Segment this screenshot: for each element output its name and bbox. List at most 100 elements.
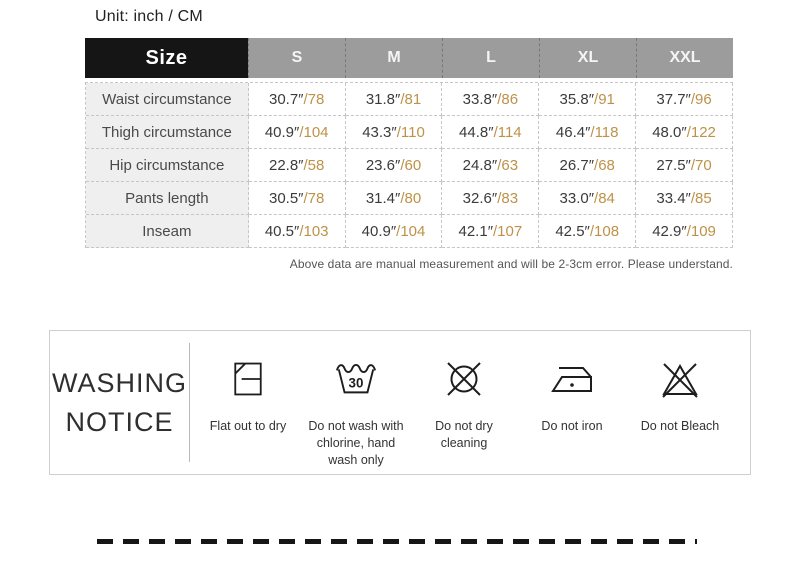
washing-item: Do not Bleach — [626, 357, 734, 474]
cm-value: /110 — [396, 123, 425, 141]
inch-value: 33.8″ — [462, 90, 498, 108]
measurement-cell: 42.1″/107 — [442, 215, 540, 248]
measurement-cell: 40.9″/104 — [345, 215, 443, 248]
inch-value: 35.8″ — [559, 90, 595, 108]
inch-value: 32.6″ — [462, 189, 498, 207]
inch-value: 22.8″ — [268, 156, 304, 174]
inch-value: 42.1″ — [458, 222, 494, 240]
inch-value: 31.8″ — [365, 90, 401, 108]
inch-value: 33.0″ — [559, 189, 595, 207]
cm-value: /86 — [497, 90, 519, 108]
size-header-cell: XL — [539, 38, 636, 78]
measurement-cell: 33.8″/86 — [442, 83, 540, 116]
measurement-cell: 23.6″/60 — [345, 149, 443, 182]
washing-notice-title-line1: WASHING — [52, 368, 187, 399]
measurement-cell: 22.8″/58 — [248, 149, 346, 182]
measurement-cell: 26.7″/68 — [539, 149, 637, 182]
washing-notice-title: WASHING NOTICE — [50, 343, 190, 462]
washing-notice-title-line2: NOTICE — [65, 406, 174, 437]
cm-value: /68 — [594, 156, 615, 174]
table-row: Waist circumstance 30.7″/78 31.8″/81 33.8″ /… — [86, 83, 733, 116]
cm-value: /103 — [299, 222, 329, 240]
inch-value: 40.5″ — [264, 222, 300, 240]
cm-value: /80 — [400, 189, 422, 207]
do-not-iron-icon — [549, 357, 595, 401]
washing-item-label: Flat out to dry — [209, 419, 287, 433]
cm-value: /91 — [594, 90, 615, 108]
row-label: Thigh circumstance — [86, 116, 249, 149]
measurement-cell: 30.7″/78 — [248, 83, 346, 116]
row-label: Pants length — [86, 182, 249, 215]
cm-value: /60 — [400, 156, 422, 174]
washing-item-label: Do not iron — [541, 419, 603, 433]
inch-value: 24.8″ — [462, 156, 498, 174]
size-table: Size S M L XL XXL Waist circumstance 30.7″/78… — [85, 38, 733, 271]
measurement-note: Above data are manual measurement and wi… — [289, 257, 733, 271]
measurement-cell: 46.4″/118 — [539, 116, 637, 149]
washing-item: Do not iron — [518, 357, 626, 474]
cm-value: /84 — [594, 189, 615, 207]
flat-dry-icon — [228, 357, 268, 401]
washing-item: Flat out to dry — [194, 357, 302, 474]
measurement-cell: 40.5″/103 — [248, 215, 346, 248]
cm-value: /108 — [589, 222, 620, 240]
inch-value: 30.7″ — [268, 90, 304, 108]
row-label: Waist circumstance — [86, 83, 249, 116]
inch-value: 42.9″ — [652, 222, 687, 240]
unit-label: Unit: inch / CM — [95, 8, 203, 25]
inch-value: 33.4″ — [656, 189, 691, 207]
measurement-cell: 42.5″/108 — [539, 215, 637, 248]
inch-value: 40.9″ — [361, 222, 397, 240]
cm-value: /104 — [396, 222, 426, 240]
cm-value: /104 — [299, 123, 329, 141]
cm-value: /58 — [303, 156, 325, 174]
washing-item-label: Do not dry cleaning — [435, 419, 493, 450]
inch-value: 42.5″ — [555, 222, 590, 240]
cm-value: /78 — [303, 189, 325, 207]
cm-value: /96 — [690, 90, 712, 108]
inch-value: 44.8″ — [459, 123, 494, 141]
measurement-cell: 42.9″/109 — [636, 215, 733, 248]
cm-value: /83 — [497, 189, 519, 207]
table-row: Pants length 30.5″/78 31.4″/80 32.6″/83 33.0… — [86, 182, 733, 215]
inch-value: 43.3″ — [362, 123, 397, 141]
size-header-cell: L — [442, 38, 539, 78]
inch-value: 40.9″ — [264, 123, 300, 141]
row-label: Hip circumstance — [86, 149, 249, 182]
measurement-cell: 31.8″/81 — [345, 83, 443, 116]
washing-notice-box: WASHING NOTICE Flat out to dry 30 Do not w… — [49, 330, 751, 475]
washing-item: Do not dry cleaning — [410, 357, 518, 474]
table-row: Inseam 40.5″/103 40.9″/104 42.1″/107 42.5″/1… — [86, 215, 733, 248]
size-corner-header: Size — [85, 38, 248, 78]
size-header-cell: XXL — [636, 38, 733, 78]
measurement-cell: 40.9″/104 — [248, 116, 346, 149]
inch-value: 48.0″ — [652, 123, 687, 141]
cm-value: /70 — [690, 156, 712, 174]
do-not-bleach-icon — [657, 357, 703, 401]
table-row: Thigh circumstance 40.9″/104 43.3″/110 44.8… — [86, 116, 733, 149]
size-header-row: Size S M L XL XXL — [85, 38, 733, 78]
table-row: Hip circumstance 22.8″/58 23.6″/60 24.8″/63… — [86, 149, 733, 182]
measurement-cell: 44.8″/114 — [442, 116, 540, 149]
measurement-cell: 27.5″/70 — [636, 149, 733, 182]
size-table-body: Waist circumstance 30.7″/78 31.8″/81 33.8″ /… — [85, 82, 733, 248]
dashed-divider — [97, 539, 697, 544]
inch-value: 30.5″ — [268, 189, 304, 207]
do-not-dry-clean-icon — [442, 357, 486, 401]
measurement-cell: 43.3″/110 — [345, 116, 443, 149]
cm-value: /122 — [686, 123, 716, 141]
cm-value: /85 — [690, 189, 712, 207]
measurement-cell: 48.0″/122 — [636, 116, 733, 149]
cm-value: /81 — [400, 90, 422, 108]
row-label: Inseam — [86, 215, 249, 248]
washing-notice-items: Flat out to dry 30 Do not wash with chlori… — [190, 331, 750, 474]
cm-value: /78 — [303, 90, 325, 108]
measurement-cell: 37.7″/96 — [636, 83, 733, 116]
inch-value: 27.5″ — [656, 156, 691, 174]
size-header-cell: M — [345, 38, 442, 78]
washing-item-label: Do not Bleach — [640, 419, 720, 433]
inch-value: 23.6″ — [365, 156, 401, 174]
inch-value: 31.4″ — [365, 189, 401, 207]
cm-value: /107 — [493, 222, 523, 240]
svg-text:30: 30 — [349, 376, 364, 391]
